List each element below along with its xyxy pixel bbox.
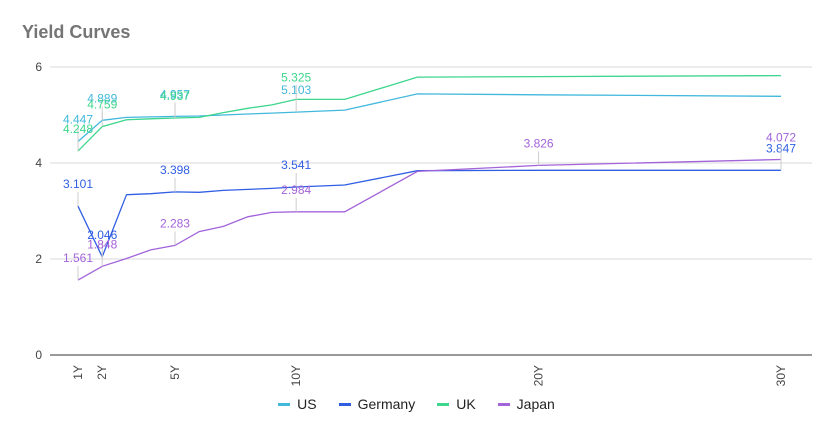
legend-label-japan: Japan	[516, 396, 555, 412]
legend-item-uk[interactable]: UK	[437, 396, 476, 412]
chart-legend: US Germany UK Japan	[0, 396, 833, 412]
data-label-germany: 3.398	[160, 163, 190, 177]
x-tick-label: 5Y	[168, 365, 182, 380]
data-label-us: 4.889	[87, 91, 117, 105]
data-label-japan: 2.283	[160, 216, 190, 230]
series-line-us	[77, 93, 782, 142]
y-tick-label: 4	[35, 156, 42, 170]
y-tick-label: 6	[35, 60, 42, 74]
data-label-japan: 2.984	[281, 183, 311, 197]
legend-swatch-germany	[338, 402, 351, 406]
series-line-germany	[77, 169, 781, 259]
legend-swatch-uk	[437, 402, 450, 406]
x-tick-label: 2Y	[95, 365, 109, 380]
legend-item-japan[interactable]: Japan	[497, 396, 555, 412]
data-label-uk: 4.759	[87, 98, 117, 112]
data-label-uk: 4.937	[160, 89, 190, 103]
data-label-germany: 3.541	[281, 158, 311, 172]
legend-label-us: US	[297, 396, 317, 412]
legend-label-germany: Germany	[357, 396, 416, 412]
y-tick-label: 2	[35, 252, 42, 266]
legend-label-uk: UK	[456, 396, 476, 412]
data-label-germany: 3.101	[63, 177, 93, 191]
series-line-uk	[77, 74, 782, 152]
data-label-us: 4.957	[160, 87, 190, 101]
legend-item-germany[interactable]: Germany	[338, 396, 416, 412]
x-tick-label: 10Y	[289, 365, 303, 386]
chart-title: Yield Curves	[22, 22, 131, 42]
data-label-germany: 2.046	[87, 228, 117, 242]
x-tick-label: 20Y	[532, 365, 546, 386]
data-label-uk: 4.248	[63, 122, 93, 136]
data-label-us: 4.447	[63, 113, 93, 127]
legend-swatch-us	[278, 402, 291, 406]
legend-swatch-japan	[497, 402, 510, 406]
data-label-japan: 4.072	[766, 131, 796, 145]
data-label-japan: 3.826	[524, 136, 554, 150]
legend-item-us[interactable]: US	[278, 396, 317, 412]
data-label-japan: 1.848	[87, 237, 117, 251]
data-label-uk: 5.325	[281, 70, 311, 84]
data-label-japan: 1.561	[63, 251, 93, 265]
series-line-japan	[77, 158, 782, 281]
y-tick-label: 0	[35, 348, 42, 362]
x-tick-label: 30Y	[774, 365, 788, 386]
x-tick-label: 1Y	[71, 365, 85, 380]
